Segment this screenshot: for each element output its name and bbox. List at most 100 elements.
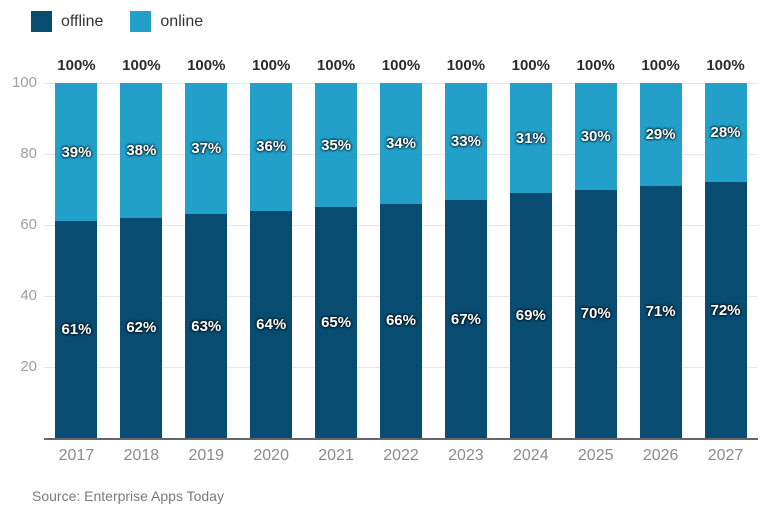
segment-value-label: 33% [450, 133, 481, 151]
bar-segment-offline-2018[interactable]: 62% [120, 217, 163, 438]
bar-segment-online-2022[interactable]: 34% [379, 83, 422, 204]
source-text: Source: Enterprise Apps Today [32, 488, 224, 504]
y-tick-label-80: 80 [20, 145, 37, 162]
y-tick-label-40: 40 [20, 287, 37, 304]
segment-value-label: 36% [256, 138, 287, 156]
segment-value-label: 70% [580, 305, 611, 323]
bar-segment-offline-2021[interactable]: 65% [315, 207, 358, 438]
total-label-2020: 100% [251, 57, 291, 74]
bar-segment-offline-2020[interactable]: 64% [250, 210, 293, 438]
bar-2024: 31% 69% [509, 83, 552, 438]
segment-value-label: 69% [515, 307, 546, 325]
bar-segment-offline-2019[interactable]: 63% [185, 214, 228, 438]
bar-group-2027: 100% 28% 72% [693, 57, 758, 438]
bar-segment-offline-2023[interactable]: 67% [444, 200, 487, 438]
bar-group-2024: 100% 31% 69% [498, 57, 563, 438]
x-tick-label-2020: 2020 [253, 447, 289, 464]
bar-segment-offline-2024[interactable]: 69% [509, 193, 552, 438]
x-tick-label-2018: 2018 [123, 447, 160, 464]
bar-group-2018: 100% 38% 62% [109, 57, 174, 438]
segment-value-label: 34% [385, 134, 416, 152]
total-label-2019: 100% [187, 57, 226, 74]
bar-segment-online-2018[interactable]: 38% [120, 83, 163, 218]
legend: offline online [31, 11, 203, 32]
bar-group-2020: 100% 36% 64% [239, 57, 304, 438]
total-label-2027: 100% [706, 57, 745, 74]
total-label-2025: 100% [576, 57, 615, 74]
bar-2021: 35% 65% [315, 83, 358, 438]
legend-label-online: online [160, 12, 204, 30]
segment-value-label: 38% [126, 141, 157, 159]
bar-2017: 39% 61% [55, 83, 98, 438]
x-axis: 2017 2018 2019 2020 2021 2022 2023 2024 2025 2026… [44, 447, 758, 465]
bar-segment-online-2026[interactable]: 29% [639, 83, 682, 186]
segment-value-label: 28% [710, 124, 741, 142]
segment-value-label: 65% [321, 314, 352, 332]
segment-value-label: 63% [191, 317, 222, 335]
segment-value-label: 61% [61, 321, 92, 339]
bar-2026: 29% 71% [639, 83, 682, 438]
segment-value-label: 72% [710, 301, 741, 319]
bar-segment-online-2017[interactable]: 39% [55, 83, 98, 222]
bar-segment-online-2027[interactable]: 28% [704, 83, 747, 183]
bar-segment-online-2023[interactable]: 33% [444, 83, 487, 201]
legend-label-offline: offline [61, 12, 104, 30]
bar-segment-offline-2026[interactable]: 71% [639, 185, 682, 438]
x-tick-label-2027: 2027 [707, 447, 744, 464]
segment-value-label: 37% [191, 140, 222, 158]
segment-value-label: 31% [515, 129, 546, 147]
bar-segment-offline-2025[interactable]: 70% [574, 189, 617, 438]
total-label-2018: 100% [122, 57, 161, 74]
segment-value-label: 64% [256, 315, 287, 333]
x-tick-label-2022: 2022 [383, 447, 419, 464]
bar-group-2021: 100% 35% 65% [304, 57, 369, 438]
total-label-2022: 100% [381, 57, 421, 74]
total-label-2023: 100% [446, 57, 486, 74]
legend-swatch-online-icon [130, 11, 152, 32]
bar-segment-offline-2027[interactable]: 72% [704, 182, 747, 438]
x-tick-label-2021: 2021 [318, 447, 354, 464]
bar-2020: 36% 64% [250, 83, 293, 438]
legend-item-online[interactable]: online [130, 11, 203, 32]
bar-segment-online-2025[interactable]: 30% [574, 83, 617, 190]
bar-segment-offline-2017[interactable]: 61% [55, 221, 98, 438]
total-label-2017: 100% [57, 57, 96, 74]
bar-group-2019: 100% 37% 63% [174, 57, 239, 438]
x-tick-label-2026: 2026 [642, 447, 679, 464]
bar-2027: 28% 72% [704, 83, 747, 438]
bar-segment-online-2020[interactable]: 36% [250, 83, 293, 211]
segment-value-label: 39% [61, 143, 92, 161]
bars: 100% 39% 61% 100% 38% 62% 100% 37% 63% 100% 36% 64%… [44, 57, 758, 438]
bar-segment-online-2019[interactable]: 37% [185, 83, 228, 215]
total-label-2021: 100% [316, 57, 356, 74]
bar-group-2022: 100% 34% 66% [369, 57, 434, 438]
total-label-2026: 100% [641, 57, 680, 74]
bar-group-2026: 100% 29% 71% [628, 57, 693, 438]
segment-value-label: 29% [645, 125, 676, 143]
x-tick-label-2017: 2017 [58, 447, 95, 464]
y-tick-label-20: 20 [20, 358, 37, 375]
x-tick-label-2025: 2025 [577, 447, 614, 464]
y-tick-label-100: 100 [11, 74, 37, 91]
bar-segment-offline-2022[interactable]: 66% [379, 203, 422, 438]
bar-2019: 37% 63% [185, 83, 228, 438]
y-tick-label-60: 60 [20, 216, 37, 233]
x-tick-label-2019: 2019 [188, 447, 225, 464]
bar-2022: 34% 66% [379, 83, 422, 438]
segment-value-label: 30% [580, 127, 611, 145]
total-label-2024: 100% [511, 57, 550, 74]
segment-value-label: 66% [385, 312, 416, 330]
plot-area: 100% 39% 61% 100% 38% 62% 100% 37% 63% 100% 36% 64%… [44, 57, 758, 440]
segment-value-label: 62% [126, 319, 157, 337]
bar-group-2025: 100% 30% 70% [563, 57, 628, 438]
legend-item-offline[interactable]: offline [31, 11, 103, 32]
bar-group-2017: 100% 39% 61% [44, 57, 109, 438]
bar-2018: 38% 62% [120, 83, 163, 438]
segment-value-label: 67% [450, 310, 481, 328]
bar-segment-online-2021[interactable]: 35% [315, 83, 358, 208]
bar-2023: 33% 67% [444, 83, 487, 438]
x-tick-label-2023: 2023 [448, 447, 484, 464]
legend-swatch-offline-icon [31, 11, 52, 32]
bar-segment-online-2024[interactable]: 31% [509, 83, 552, 194]
